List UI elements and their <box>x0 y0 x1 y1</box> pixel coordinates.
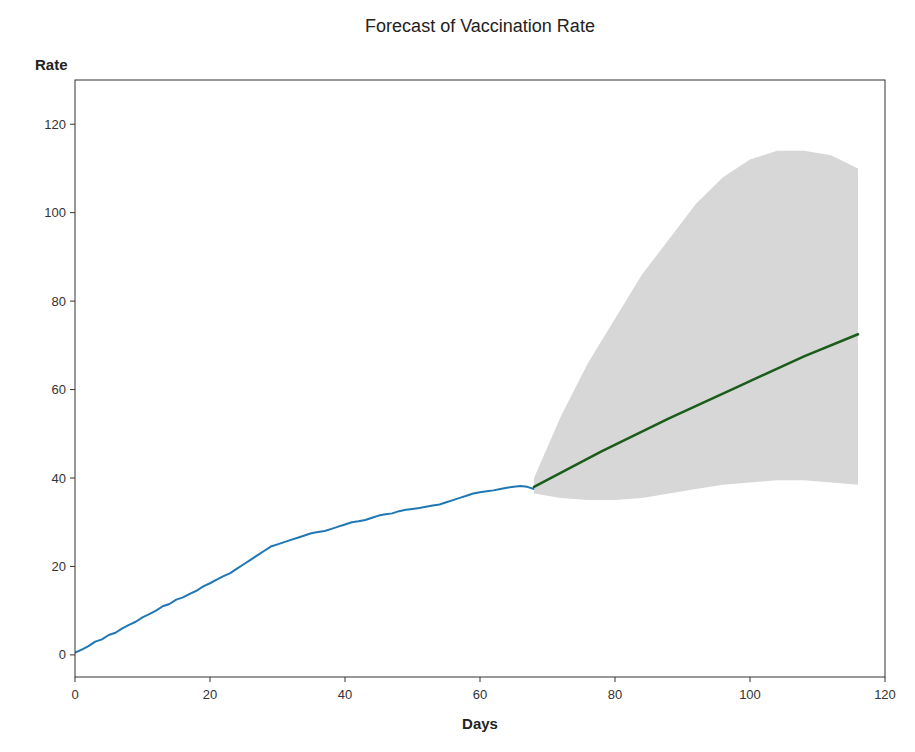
title: Forecast of Vaccination Rate <box>365 16 595 36</box>
y-tick <box>70 654 75 655</box>
y-tick <box>70 212 75 213</box>
y-tick <box>70 124 75 125</box>
y-tick-label: 100 <box>44 205 66 220</box>
x-tick-label: 100 <box>739 687 761 702</box>
plot-data <box>75 151 858 653</box>
series-line <box>534 334 858 487</box>
y-tick <box>70 389 75 390</box>
x-tick-label: 60 <box>473 687 487 702</box>
y-tick-label: 20 <box>52 559 66 574</box>
x-tick <box>750 677 751 682</box>
x-tick <box>480 677 481 682</box>
chart: 0 20 40 60 80 100 120 0 20 40 60 80 100 120 Forecast o… <box>0 0 915 752</box>
x-tick-label: 120 <box>874 687 896 702</box>
y-axis-label: Rate <box>35 56 68 73</box>
x-tick-label: 20 <box>203 687 217 702</box>
series-line <box>75 486 534 653</box>
y-tick <box>70 301 75 302</box>
x-tick-label: 80 <box>608 687 622 702</box>
x-tick-label: 40 <box>338 687 352 702</box>
x-tick <box>75 677 76 682</box>
y-tick-label: 60 <box>52 382 66 397</box>
x-tick <box>345 677 346 682</box>
x-tick-label: 0 <box>71 687 78 702</box>
plot-frame <box>75 80 885 677</box>
y-tick-label: 120 <box>44 117 66 132</box>
y-tick-label: 80 <box>52 294 66 309</box>
confidence-band <box>534 151 858 500</box>
y-tick <box>70 478 75 479</box>
x-tick <box>615 677 616 682</box>
x-tick <box>885 677 886 682</box>
y-tick-label: 0 <box>59 647 66 662</box>
x-tick <box>210 677 211 682</box>
y-tick <box>70 566 75 567</box>
x-axis-label: Days <box>462 715 498 732</box>
y-tick-label: 40 <box>52 471 66 486</box>
plot-background <box>75 80 885 677</box>
